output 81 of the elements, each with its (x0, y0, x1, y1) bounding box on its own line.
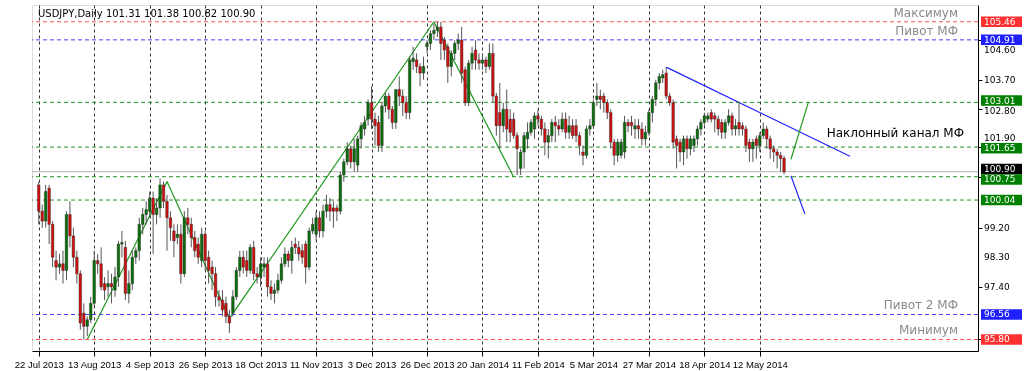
candlestick (349, 144, 353, 169)
chart-title: USDJPY,Daily 101.31 101.38 100.82 100.90 (38, 8, 256, 19)
candlestick (266, 256, 270, 298)
candlestick (318, 210, 322, 239)
candlestick (474, 39, 478, 71)
candlestick (616, 138, 620, 163)
candlestick (630, 115, 634, 137)
x-tick-label: 12 May 2014 (732, 358, 788, 370)
candlestick (110, 273, 114, 304)
y-tick-label: 95.80 (984, 334, 1011, 345)
candlestick (640, 121, 644, 146)
candlestick (633, 118, 637, 140)
x-tick-label: 13 Aug 2013 (68, 358, 122, 370)
candlestick (571, 118, 575, 140)
candlestick (151, 190, 155, 255)
y-tick-label: 104.91 (984, 34, 1016, 45)
ref-line-label: Пивот МФ (895, 23, 958, 38)
annotation: Наклонный канал МФ (826, 126, 965, 141)
x-tick-label: 3 Dec 2013 (347, 358, 397, 370)
y-tick-label: 96.56 (984, 309, 1011, 320)
candlestick (716, 115, 720, 137)
y-tick-label: 103.01 (984, 95, 1016, 106)
candlestick (688, 135, 692, 156)
candlestick (553, 115, 557, 143)
candlestick (782, 155, 786, 175)
x-tick-label: 4 Sep 2013 (125, 358, 175, 370)
candlestick (241, 250, 245, 275)
candlestick (720, 118, 724, 140)
candlestick (259, 256, 263, 288)
x-tick-label: 18 Oct 2013 (235, 358, 287, 370)
candlestick (58, 253, 62, 275)
y-tick-label: 101.65 (984, 143, 1016, 154)
ref-line-label: Пивот 2 МФ (883, 298, 958, 313)
y-tick-label: 100.90 (984, 163, 1016, 174)
ref-line-label: Максимум (893, 5, 958, 20)
candlestick (775, 148, 779, 169)
y-tick-label: 100.75 (984, 174, 1016, 185)
y-tick-label: 98.30 (984, 252, 1011, 263)
candlestick (560, 112, 564, 133)
candlestick (567, 115, 571, 140)
candlestick (498, 82, 502, 150)
candlestick (730, 112, 734, 137)
candlestick (248, 243, 252, 275)
candlestick (106, 269, 110, 298)
y-tick-label: 103.70 (984, 74, 1016, 85)
x-tick-label: 11 Nov 2013 (289, 358, 344, 370)
x-tick-label: 27 Mar 2014 (622, 358, 677, 370)
x-tick-label: 20 Jan 2014 (456, 358, 510, 370)
x-tick-label: 26 Sep 2013 (178, 358, 233, 370)
candlestick (331, 200, 335, 229)
candlestick (290, 240, 294, 275)
x-tick-label: 22 Jul 2013 (14, 358, 64, 370)
candlestick (682, 135, 686, 166)
y-tick-label: 101.90 (984, 132, 1016, 143)
candlestick (505, 89, 509, 143)
x-tick-label: 11 Feb 2014 (512, 358, 565, 370)
y-tick-label: 99.20 (984, 222, 1011, 233)
candlestick (685, 135, 689, 160)
candlestick (754, 135, 758, 160)
candlestick (245, 250, 249, 278)
candlestick (598, 89, 602, 110)
x-tick-label: 26 Dec 2013 (400, 358, 455, 370)
line-series (86, 21, 515, 341)
candlestick (484, 56, 488, 74)
candlestick (297, 240, 301, 262)
candlestick (422, 56, 426, 81)
candlestick (779, 151, 783, 173)
candlestick (564, 112, 568, 140)
y-tick-label: 102.80 (984, 106, 1016, 117)
candlestick (352, 138, 356, 173)
y-tick-label: 97.40 (984, 281, 1011, 292)
y-tick-label: 100.04 (984, 195, 1016, 206)
candlestick (751, 138, 755, 163)
x-tick-label: 5 Mar 2014 (569, 358, 618, 370)
candlestick (300, 243, 304, 265)
candlestick (713, 112, 717, 133)
ref-line-label: Минимум (898, 323, 958, 338)
candlestick (439, 21, 443, 61)
y-tick-label: 105.46 (984, 16, 1016, 27)
x-tick-label: 18 Apr 2014 (679, 358, 731, 370)
y-tick-label: 104.60 (984, 45, 1016, 56)
